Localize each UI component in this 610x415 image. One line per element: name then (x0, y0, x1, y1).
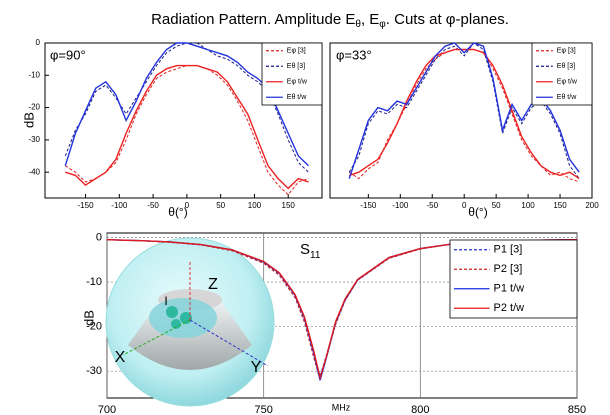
y-tick-label: 0 (96, 231, 102, 243)
legend-label: Eθ t/w (557, 94, 577, 101)
page: Radiation Pattern. Amplitude Eθ, Eφ. Cut… (0, 0, 610, 415)
y-tick-label: 0 (36, 38, 41, 47)
x-tick-label: 850 (568, 404, 586, 415)
x-tick-label: 100 (521, 201, 535, 210)
legend-label: Eφ t/w (287, 79, 308, 86)
inset-label: I (164, 294, 167, 308)
x-tick-label: -150 (360, 201, 377, 210)
x-axis-label: θ(°) (468, 205, 487, 219)
antenna-inset (106, 238, 274, 406)
inset-label: X (115, 349, 126, 366)
figure-title: Radiation Pattern. Amplitude Eθ, Eφ. Cut… (151, 11, 509, 30)
y-axis-label: dB (21, 112, 36, 128)
x-tick-label: 150 (553, 201, 567, 210)
inset-label: Y (251, 359, 262, 376)
y-tick-label: -30 (86, 365, 102, 377)
x-tick-label: 50 (216, 201, 225, 210)
x-tick-label: 100 (248, 201, 262, 210)
legend-label: P2 t/w (494, 302, 525, 314)
x-tick-label: 150 (282, 201, 296, 210)
x-tick-label: 0 (462, 201, 467, 210)
x-axis-label: MHz (332, 402, 351, 412)
title-text: . Cuts at φ-planes. (386, 11, 509, 28)
legend-label: P2 [3] (494, 263, 523, 275)
legend-label: Eθ t/w (287, 94, 307, 101)
panel-annotation: φ=90° (50, 47, 86, 62)
y-tick-label: -30 (28, 135, 40, 144)
panel-annotation: φ=33° (336, 47, 372, 62)
legend-label: P1 t/w (494, 283, 525, 295)
x-tick-label: 750 (254, 404, 272, 415)
legend-label: Eφ t/w (557, 79, 578, 86)
x-tick-label: 200 (585, 201, 599, 210)
y-tick-label: -10 (28, 70, 40, 79)
x-tick-label: 800 (411, 404, 429, 415)
y-axis-label: dB (81, 310, 96, 326)
y-tick-label: -40 (28, 167, 40, 176)
x-tick-label: -50 (426, 201, 438, 210)
x-tick-label: -100 (392, 201, 409, 210)
x-tick-label: -100 (111, 201, 128, 210)
title-text: , E (361, 11, 379, 28)
legend-label: Eθ [3] (287, 63, 305, 70)
x-tick-label: -150 (78, 201, 95, 210)
x-tick-label: 50 (492, 201, 501, 210)
inset-label: Z (208, 276, 218, 293)
figure: Radiation Pattern. Amplitude Eθ, Eφ. Cut… (0, 0, 610, 415)
x-tick-label: 700 (98, 404, 116, 415)
y-tick-label: -10 (86, 276, 102, 288)
y-tick-label: -20 (28, 103, 40, 112)
legend-label: P1 [3] (494, 244, 523, 256)
legend-label: Eφ [3] (557, 48, 576, 55)
title-text: S (300, 241, 310, 258)
title-text: Radiation Pattern. Amplitude E (151, 11, 355, 28)
element (166, 306, 178, 318)
x-tick-label: -50 (147, 201, 159, 210)
legend-label: Eφ [3] (287, 48, 306, 55)
title-subscript: 11 (310, 250, 321, 261)
x-axis-label: θ(°) (168, 205, 187, 219)
legend-label: Eθ [3] (557, 63, 575, 70)
